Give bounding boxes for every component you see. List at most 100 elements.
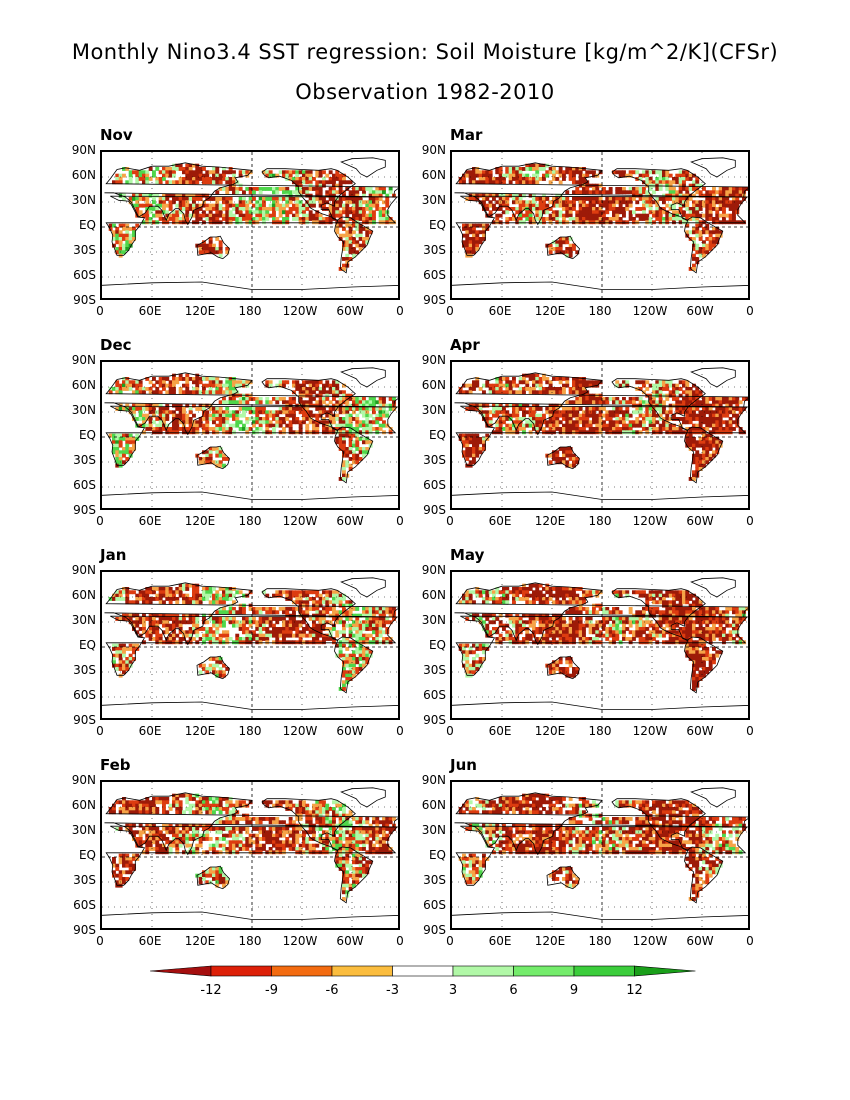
anomaly-cell — [475, 167, 480, 171]
anomaly-cell — [165, 587, 170, 591]
anomaly-cell — [292, 623, 296, 628]
anomaly-cell — [355, 447, 360, 451]
anomaly-cell — [632, 170, 636, 175]
anomaly-cell — [272, 820, 276, 825]
anomaly-cell — [262, 833, 266, 838]
anomaly-cell — [318, 633, 323, 638]
anomaly-cell — [358, 233, 363, 238]
anomaly-cell — [238, 203, 243, 208]
anomaly-cell — [498, 180, 503, 185]
anomaly-cell — [205, 410, 210, 415]
anomaly-cell — [178, 407, 183, 411]
anomaly-cell — [338, 653, 343, 658]
anomaly-cell — [285, 827, 290, 831]
anomaly-cell — [222, 673, 226, 678]
anomaly-cell — [335, 400, 340, 405]
anomaly-cell — [325, 207, 330, 211]
anomaly-cell — [198, 877, 203, 881]
anomaly-cell — [158, 430, 163, 435]
anomaly-cell — [128, 613, 133, 618]
anomaly-cell — [145, 840, 150, 845]
anomaly-cell — [278, 213, 283, 218]
anomaly-cell — [692, 243, 696, 248]
anomaly-cell — [278, 170, 283, 175]
anomaly-cell — [172, 217, 176, 221]
anomaly-cell — [175, 180, 180, 185]
anomaly-cell — [295, 630, 300, 635]
anomaly-cell — [658, 187, 663, 191]
anomaly-cell — [265, 430, 270, 435]
anomaly-cell — [308, 843, 313, 848]
anomaly-cell — [508, 177, 513, 181]
x-tick-label: 120W — [282, 934, 318, 948]
anomaly-cell — [565, 210, 570, 215]
anomaly-cell — [122, 247, 126, 251]
anomaly-cell — [382, 210, 386, 215]
anomaly-cell — [348, 447, 353, 451]
anomaly-cell — [218, 423, 223, 428]
anomaly-cell — [642, 197, 646, 201]
anomaly-cell — [152, 830, 156, 835]
anomaly-cell — [195, 583, 200, 588]
anomaly-cell — [268, 607, 273, 611]
anomaly-cell — [338, 860, 343, 865]
anomaly-cell — [212, 670, 216, 675]
anomaly-cell — [135, 840, 140, 845]
anomaly-cell — [218, 387, 223, 391]
anomaly-cell — [232, 810, 236, 815]
anomaly-cell — [158, 427, 163, 431]
anomaly-cell — [342, 193, 346, 198]
anomaly-cell — [502, 197, 506, 201]
anomaly-cell — [252, 617, 256, 621]
anomaly-cell — [152, 390, 156, 395]
anomaly-cell — [212, 217, 216, 221]
anomaly-cell — [175, 423, 180, 428]
anomaly-cell — [342, 397, 346, 401]
anomaly-cell — [385, 423, 390, 428]
anomaly-cell — [545, 170, 550, 175]
anomaly-cell — [378, 187, 383, 191]
anomaly-cell — [308, 837, 313, 841]
anomaly-cell — [218, 180, 223, 185]
anomaly-cell — [132, 800, 136, 805]
anomaly-cell — [275, 637, 280, 641]
anomaly-cell — [602, 203, 606, 208]
anomaly-cell — [348, 670, 353, 675]
anomaly-cell — [238, 847, 243, 851]
anomaly-cell — [188, 803, 193, 808]
anomaly-cell — [498, 213, 503, 218]
anomaly-cell — [332, 837, 336, 841]
anomaly-cell — [138, 840, 143, 845]
anomaly-cell — [332, 430, 336, 435]
anomaly-cell — [362, 840, 366, 845]
anomaly-cell — [468, 173, 473, 178]
anomaly-cell — [225, 633, 230, 638]
anomaly-cell — [308, 420, 313, 425]
anomaly-cell — [465, 247, 470, 251]
anomaly-cell — [148, 810, 153, 815]
anomaly-cell — [122, 377, 126, 381]
anomaly-cell — [372, 630, 376, 635]
anomaly-cell — [592, 197, 596, 201]
anomaly-cell — [272, 197, 276, 201]
anomaly-cell — [705, 190, 710, 195]
anomaly-cell — [332, 417, 336, 421]
anomaly-cell — [322, 617, 326, 621]
anomaly-cell — [192, 833, 196, 838]
anomaly-cell — [312, 387, 316, 391]
anomaly-cell — [212, 447, 216, 451]
anomaly-cell — [335, 437, 340, 441]
anomaly-cell — [168, 587, 173, 591]
anomaly-cell — [692, 247, 696, 251]
anomaly-cell — [368, 203, 373, 208]
anomaly-cell — [305, 633, 310, 638]
anomaly-cell — [118, 853, 123, 858]
anomaly-cell — [205, 620, 210, 625]
anomaly-cell — [168, 193, 173, 198]
anomaly-cell — [158, 403, 163, 408]
anomaly-cell — [215, 237, 220, 241]
anomaly-cell — [178, 583, 183, 588]
anomaly-cell — [275, 803, 280, 808]
anomaly-cell — [365, 440, 370, 445]
anomaly-cell — [328, 390, 333, 395]
